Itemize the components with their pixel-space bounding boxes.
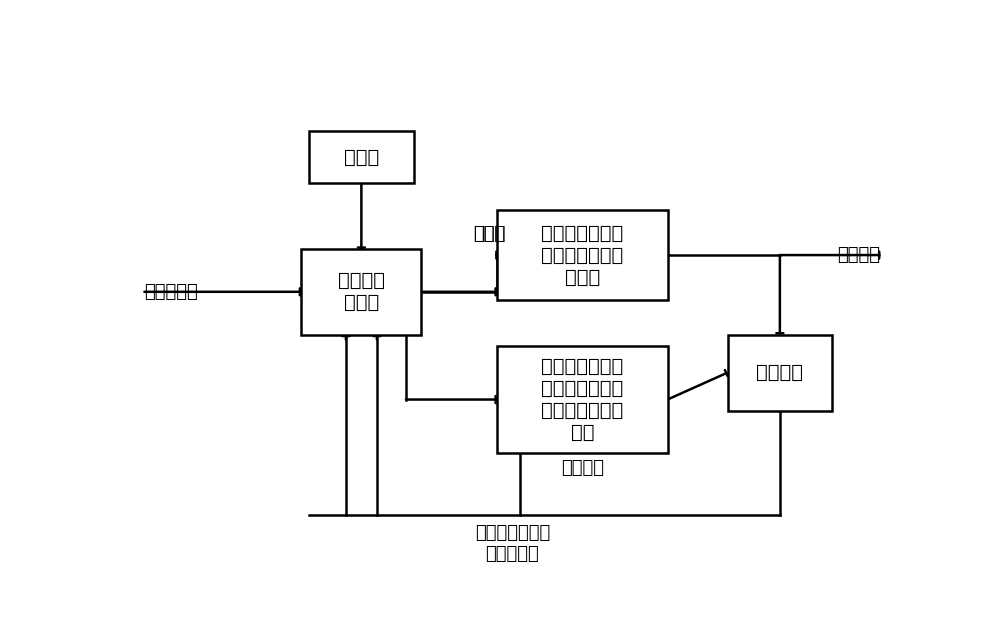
Bar [497, 346, 668, 453]
Bar [309, 132, 414, 183]
Text: 燃气蒸汽联合循
环机组多变量被
控对象: 燃气蒸汽联合循 环机组多变量被 控对象 [541, 224, 623, 287]
Bar [301, 249, 421, 335]
Text: 控制量: 控制量 [473, 225, 505, 243]
Text: 基函数: 基函数 [344, 148, 379, 167]
Text: 误差修正: 误差修正 [756, 363, 803, 382]
Bar [728, 335, 832, 411]
Text: 燃气蒸汽联合循
环机组多变量被
控对象预测函数
模型: 燃气蒸汽联合循 环机组多变量被 控对象预测函数 模型 [541, 357, 623, 442]
Text: 模型输出: 模型输出 [561, 459, 604, 477]
Text: 控制量: 控制量 [473, 225, 505, 243]
Text: 实际输出: 实际输出 [838, 246, 881, 264]
Text: 模型与实际输出
之间的误差: 模型与实际输出 之间的误差 [475, 525, 550, 563]
Bar [497, 210, 668, 300]
Text: 预测函数
控制器: 预测函数 控制器 [338, 272, 385, 312]
Text: 指令设定值: 指令设定值 [144, 283, 198, 301]
